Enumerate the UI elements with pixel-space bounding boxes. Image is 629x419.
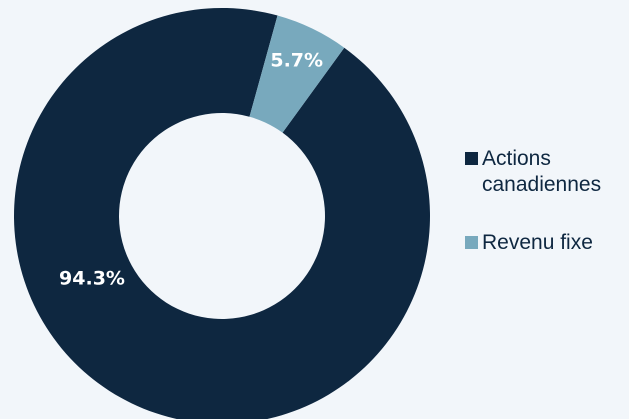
labels-group: 94.3% 5.7% [59,50,323,290]
legend-swatch-actions-canadiennes [465,152,478,165]
legend-item-actions-canadiennes: Actions canadiennes [465,146,625,198]
legend: Actions canadiennes Revenu fixe [465,146,625,288]
legend-label-revenu-fixe: Revenu fixe [482,231,593,254]
slice-revenu-fixe [249,15,345,133]
slice-label-revenu-fixe: 5.7% [270,50,323,72]
slices-group [13,8,430,419]
slice-label-actions-canadiennes: 94.3% [59,268,125,290]
legend-swatch-revenu-fixe [465,236,478,249]
slice-actions-canadiennes [13,8,430,419]
legend-label-actions-canadiennes: Actions canadiennes [482,147,602,196]
legend-item-revenu-fixe: Revenu fixe [465,230,625,256]
